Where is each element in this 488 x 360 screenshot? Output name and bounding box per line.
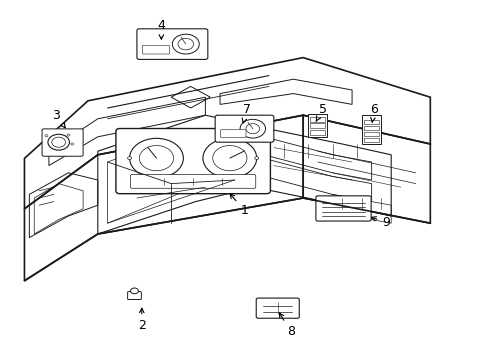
Ellipse shape (52, 137, 65, 147)
Text: 1: 1 (229, 194, 248, 217)
Text: 6: 6 (369, 103, 377, 122)
FancyBboxPatch shape (142, 45, 169, 54)
Ellipse shape (203, 138, 256, 178)
FancyBboxPatch shape (215, 115, 273, 142)
FancyBboxPatch shape (256, 298, 299, 318)
FancyBboxPatch shape (137, 29, 207, 59)
FancyBboxPatch shape (127, 292, 141, 300)
Ellipse shape (178, 39, 193, 50)
FancyBboxPatch shape (42, 129, 83, 156)
Text: 9: 9 (371, 216, 389, 229)
Bar (309, 130, 324, 135)
Text: 5: 5 (315, 103, 326, 122)
Bar (363, 132, 379, 136)
Text: 3: 3 (52, 109, 65, 128)
Ellipse shape (45, 135, 48, 137)
Text: 4: 4 (157, 19, 165, 39)
Text: 7: 7 (242, 103, 250, 123)
Ellipse shape (212, 145, 246, 171)
Ellipse shape (48, 134, 69, 150)
Bar (309, 117, 324, 122)
Ellipse shape (71, 143, 74, 145)
Ellipse shape (172, 34, 199, 54)
Ellipse shape (139, 145, 173, 171)
Ellipse shape (129, 138, 183, 178)
Bar (307, 114, 326, 137)
Ellipse shape (130, 288, 138, 294)
Text: 2: 2 (138, 308, 145, 332)
Bar (361, 115, 381, 144)
FancyBboxPatch shape (130, 175, 255, 188)
Ellipse shape (254, 157, 258, 159)
FancyBboxPatch shape (220, 130, 245, 138)
Ellipse shape (127, 157, 131, 159)
FancyBboxPatch shape (116, 129, 270, 194)
Bar (363, 138, 379, 142)
Ellipse shape (67, 134, 70, 136)
Bar (363, 120, 379, 124)
Ellipse shape (245, 124, 259, 134)
Bar (363, 126, 379, 130)
FancyBboxPatch shape (315, 196, 370, 221)
Bar (309, 123, 324, 128)
Ellipse shape (240, 120, 265, 138)
Text: 8: 8 (279, 313, 294, 338)
